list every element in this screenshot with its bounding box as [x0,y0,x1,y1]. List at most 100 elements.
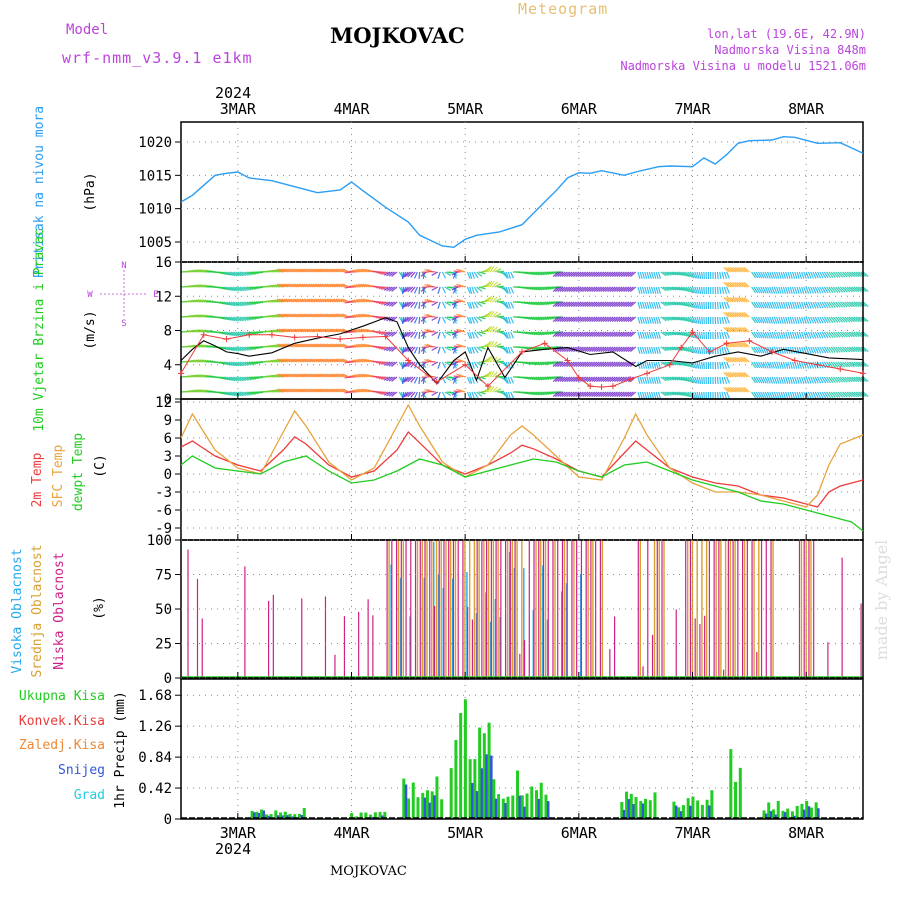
wind-arrow [301,373,309,378]
wind-arrow [383,286,391,291]
wind-arrow [846,331,853,338]
wind-arrow [546,361,554,365]
wind-arrow [246,271,254,276]
wind-arrow [561,361,568,368]
wind-arrow [657,361,661,369]
wind-arrow [402,301,407,309]
wind-arrow [812,316,817,324]
wind-arrow [821,301,827,309]
wind-arrow [623,271,630,278]
wind-arrow [660,346,667,352]
wind-arrow [199,344,207,348]
wind-arrow [315,373,323,378]
wind-arrow [669,301,677,306]
wind-arrow [510,376,515,384]
wind-arrow [855,286,862,293]
wind-arrow [469,286,473,294]
time-label-top: 8MAR [788,100,825,118]
pressure-grid [181,122,863,262]
wind-arrow [723,296,730,303]
wind-arrow [678,361,686,367]
wind-arrow [757,376,763,384]
snow-bar [802,809,806,819]
wind-arrow [694,361,698,369]
wind-arrow [294,298,302,303]
wind-arrow [687,346,693,353]
wind-arrow [226,331,233,336]
wind-arrow [755,376,761,384]
wind-arrow [805,271,810,279]
wind-arrow [326,373,334,378]
wind-arrow [242,316,249,321]
wind-arrow [485,371,491,378]
wind-arrow [676,316,684,321]
snow-bar [276,815,280,819]
wind-arrow [319,298,327,303]
wind-arrow [787,376,791,384]
wind-arrow [376,391,384,394]
snow-bar [537,798,540,819]
wind-arrow [766,271,771,279]
wind-arrow [664,286,672,291]
wind-arrow [285,298,293,303]
wind-arrow [662,346,670,352]
wind-arrow [201,284,209,288]
time-label-top: 7MAR [674,100,711,118]
snow-bar [475,791,479,819]
wind-arrow [734,311,741,318]
wind-arrow [494,388,502,393]
wind-arrow [386,331,393,337]
total-precip-bar [653,792,657,819]
wind-arrow [383,376,391,381]
wind-arrow [812,331,817,339]
wind-arrow [828,361,834,369]
wind-arrow [655,376,659,384]
wind-arrow [239,391,247,397]
wind-arrow [388,361,396,367]
wind-arrow [602,286,609,293]
wind-arrow [648,316,652,324]
wind-arrow [598,286,605,293]
wind-arrow [466,331,471,339]
wind-arrow [388,376,396,382]
wind-arrow [297,313,305,318]
wind-arrow [410,331,416,338]
wind-arrow [494,283,502,288]
wind-arrow [623,346,630,353]
wind-arrow [333,298,341,303]
wind-arrow [353,284,361,288]
wind-arrow [276,328,284,333]
wind-arrow [221,331,229,336]
snow-bar [769,811,773,819]
wind-arrow [232,286,240,292]
snow-bar [807,806,811,819]
wind-arrow [313,298,320,303]
wind-arrow [496,315,505,318]
wind-arrow [593,301,600,308]
wind-arrow [322,313,330,318]
wind-arrow [278,313,286,318]
wind-arrow [356,343,364,348]
wind-arrow [492,371,498,378]
wind-arrow [655,271,659,279]
wind-arrow [552,301,559,308]
wind-arrow [648,346,652,354]
wind-gust-marker [541,340,548,347]
wind-arrow [573,391,580,398]
wind-arrow [620,271,627,278]
wind-arrow [485,326,491,333]
wind-arrow [667,316,675,321]
wind-arrow [785,376,789,384]
wind-arrow [620,316,627,323]
wind-arrow [776,346,780,354]
wind-arrow [303,313,311,318]
wind-arrow [496,390,505,393]
wind-arrow [383,361,391,366]
wind-arrow [584,301,591,308]
wind-arrow [780,301,784,309]
wind-arrow [611,286,618,293]
wind-arrow [764,301,769,309]
wind-arrow [199,314,207,318]
wind-arrow [297,358,305,363]
total-precip-bar [364,812,368,819]
